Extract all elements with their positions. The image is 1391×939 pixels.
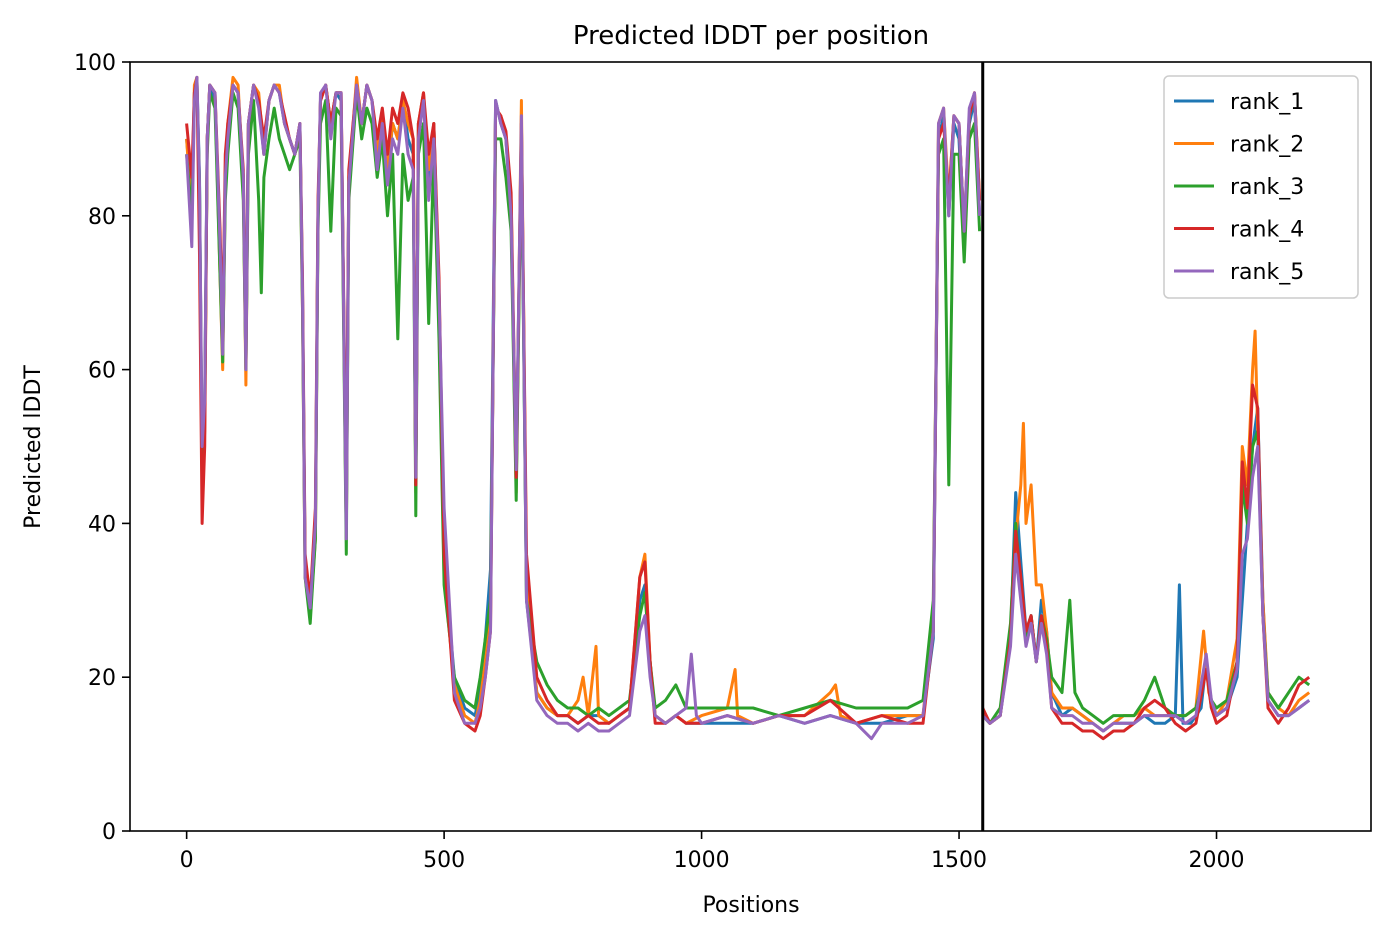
x-axis-label: Positions — [702, 893, 799, 918]
series-line-rank_5-segment-1 — [185, 75, 982, 741]
chart-title: Predicted lDDT per position — [573, 21, 929, 51]
x-tick-label: 500 — [423, 848, 465, 873]
y-tick-label: 60 — [88, 359, 116, 384]
x-tick-label: 1500 — [931, 848, 987, 873]
legend-label-rank_4: rank_4 — [1230, 218, 1304, 243]
y-tick-label: 20 — [88, 666, 116, 691]
legend-label-rank_5: rank_5 — [1230, 260, 1304, 285]
legend-label-rank_1: rank_1 — [1230, 90, 1304, 115]
legend-label-rank_2: rank_2 — [1230, 133, 1304, 158]
legend: rank_1 rank_2 rank_3 rank_4 rank_5 — [1163, 75, 1359, 299]
y-axis-label: Predicted lDDT — [21, 365, 46, 529]
series-layer — [185, 75, 1311, 741]
y-tick-label: 80 — [88, 205, 116, 230]
series-line-rank_5-segment-2 — [981, 445, 1311, 733]
legend-box — [1163, 75, 1359, 299]
y-tick-label: 0 — [102, 820, 116, 845]
plot-frame — [129, 61, 1372, 832]
x-axis-ticks: 0 500 1000 1500 2000 — [180, 831, 1245, 873]
series-line-rank_4-segment-2 — [981, 383, 1311, 741]
x-tick-label: 0 — [180, 848, 194, 873]
x-tick-label: 1000 — [674, 848, 730, 873]
y-tick-label: 100 — [74, 51, 116, 76]
y-tick-label: 40 — [88, 512, 116, 537]
x-tick-label: 2000 — [1189, 848, 1245, 873]
legend-label-rank_3: rank_3 — [1230, 175, 1304, 200]
y-axis-ticks: 0 20 40 60 80 100 — [74, 51, 130, 845]
